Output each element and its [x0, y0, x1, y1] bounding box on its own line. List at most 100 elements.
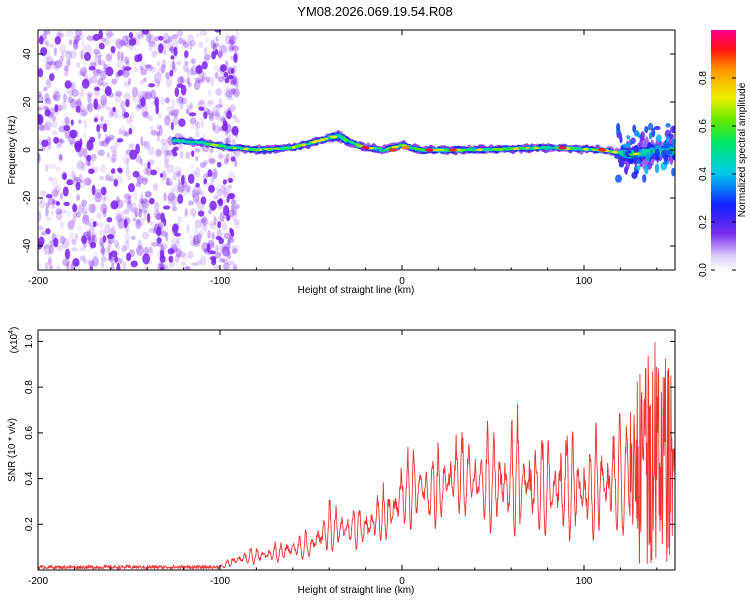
noise-speck — [225, 91, 232, 99]
noise-speck — [110, 200, 119, 210]
noise-speck — [71, 238, 77, 246]
noise-speck — [43, 243, 51, 255]
noise-speck — [134, 54, 141, 63]
noise-speck — [209, 222, 217, 230]
noise-speck — [180, 260, 186, 267]
noise-speck — [86, 229, 92, 241]
noise-speck — [43, 86, 48, 92]
noise-speck — [156, 237, 162, 244]
noise-speck — [218, 67, 223, 73]
noise-speck — [165, 181, 174, 186]
noise-speck — [229, 133, 235, 138]
noise-speck — [184, 60, 189, 66]
noise-speck — [46, 43, 55, 48]
colorbar-tick-label: 0.0 — [698, 263, 709, 277]
snr-multiplier-base: (x10 — [9, 333, 20, 353]
noise-speck — [233, 219, 241, 226]
noise-speck — [202, 225, 208, 232]
noise-speck — [81, 39, 86, 51]
noise-speck — [38, 118, 42, 124]
noise-speck — [59, 209, 67, 214]
noise-speck — [77, 97, 82, 109]
noise-speck — [164, 97, 171, 104]
noise-speck — [194, 119, 199, 127]
noise-speck — [117, 211, 125, 222]
noise-speck — [42, 105, 49, 111]
noise-speck — [112, 106, 116, 113]
noise-speck — [208, 184, 215, 193]
ridge-scatter — [671, 137, 675, 146]
colorbar: 0.0 0.2 0.4 0.6 0.8 Normalized spectral ampl… — [698, 30, 748, 277]
noise-speck — [122, 209, 131, 215]
noise-speck — [140, 97, 146, 107]
noise-speck — [175, 247, 182, 259]
noise-speck — [182, 38, 186, 45]
noise-speck — [177, 177, 181, 186]
noise-speck — [59, 220, 65, 229]
noise-speck — [222, 179, 227, 185]
noise-speck — [88, 217, 95, 228]
noise-speck — [58, 154, 64, 161]
noise-speck — [234, 203, 240, 210]
noise-speck — [106, 30, 113, 39]
noise-speck — [121, 129, 128, 137]
noise-speck — [128, 38, 137, 46]
noise-speck — [70, 81, 77, 93]
noise-speck — [228, 44, 235, 52]
noise-speck — [134, 66, 138, 73]
noise-speck — [229, 80, 238, 86]
noise-speck — [61, 49, 69, 56]
noise-speck — [53, 47, 57, 56]
noise-speck — [115, 242, 121, 251]
noise-speck — [223, 80, 231, 86]
ridge-scatter — [622, 143, 627, 148]
noise-speck — [118, 168, 123, 174]
ridge-scatter — [665, 123, 671, 128]
noise-speck — [160, 138, 168, 145]
noise-speck — [61, 173, 66, 180]
noise-speck — [213, 195, 219, 200]
noise-speck — [72, 174, 78, 183]
noise-speck — [123, 218, 128, 229]
noise-speck — [186, 184, 191, 193]
noise-speck — [83, 60, 87, 71]
noise-speck — [192, 240, 201, 248]
noise-speck — [217, 75, 225, 83]
noise-speck — [133, 46, 137, 52]
ridge-blob — [460, 148, 467, 152]
noise-speck — [80, 87, 85, 98]
noise-speck — [198, 230, 204, 239]
noise-speck — [223, 157, 229, 165]
noise-speck — [59, 192, 64, 200]
noise-speck — [216, 244, 225, 255]
noise-speck — [166, 115, 171, 120]
noise-speck — [197, 259, 202, 266]
noise-speck — [44, 98, 51, 105]
ridge-scatter — [619, 156, 625, 167]
noise-speck — [124, 42, 131, 48]
noise-speck — [53, 237, 59, 248]
snr-multiplier-exp: 4 — [8, 330, 15, 334]
noise-speck — [170, 244, 178, 253]
noise-speck — [225, 135, 232, 143]
noise-speck — [217, 204, 224, 210]
noise-speck — [222, 63, 226, 75]
noise-speck — [114, 93, 121, 104]
noise-speck — [195, 132, 201, 139]
ridge-scatter — [639, 149, 644, 158]
noise-speck — [87, 235, 91, 242]
noise-speck — [93, 48, 100, 55]
noise-speck — [151, 38, 158, 49]
ridge-blob — [533, 146, 539, 150]
noise-speck — [222, 186, 230, 195]
noise-speck — [64, 128, 72, 140]
noise-speck — [184, 182, 188, 193]
noise-speck — [208, 109, 214, 119]
noise-speck — [187, 68, 194, 76]
noise-speck — [143, 140, 150, 150]
noise-speck — [59, 235, 66, 245]
noise-speck — [44, 80, 51, 85]
ridge-scatter — [647, 122, 654, 131]
noise-speck — [43, 30, 48, 38]
noise-speck — [141, 30, 150, 35]
